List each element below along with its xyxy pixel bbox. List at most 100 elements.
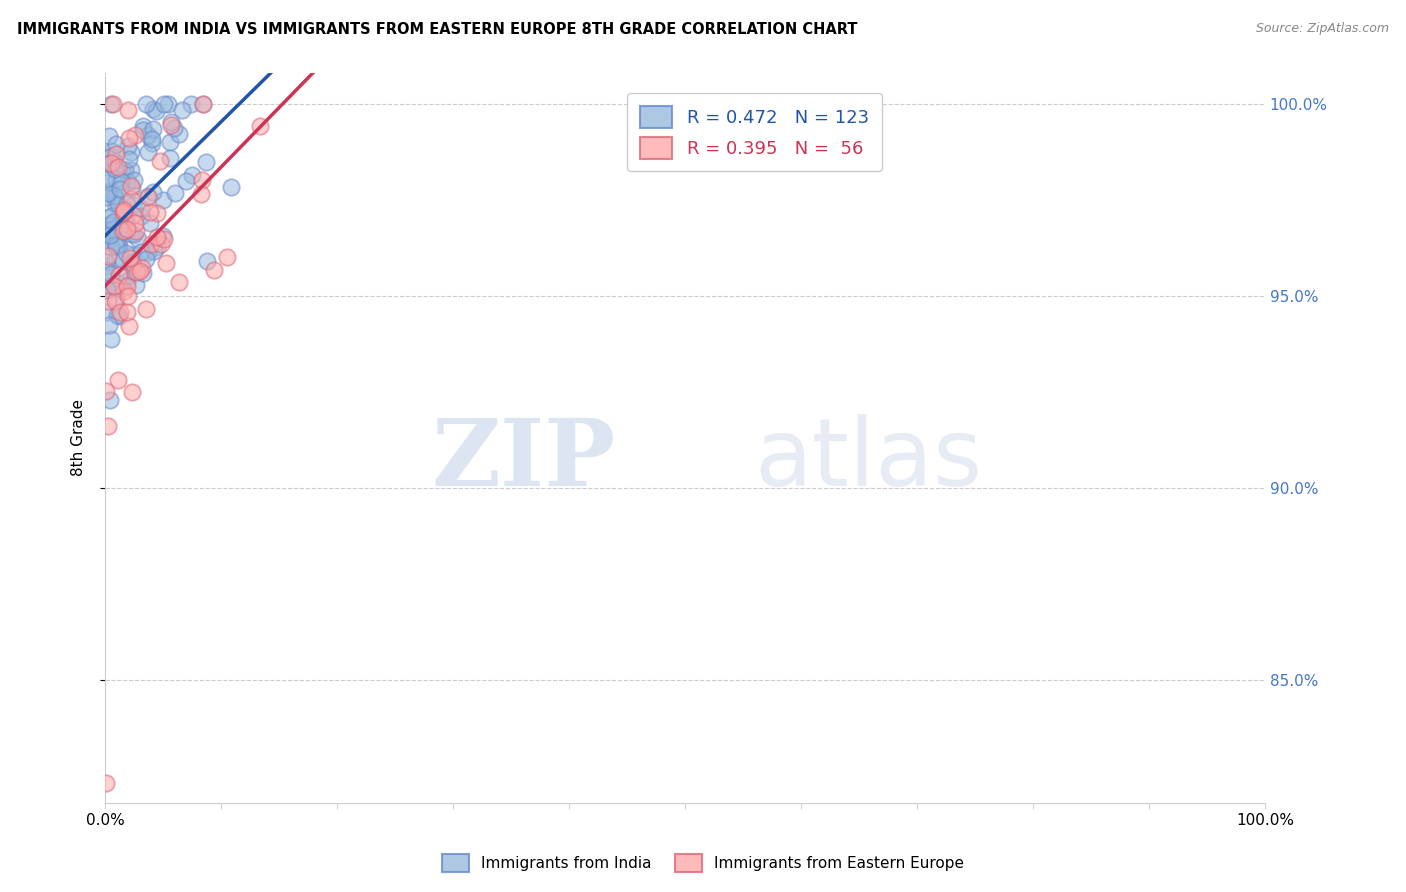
Point [135,252,157,266]
Point [141,237,163,252]
Point [101,144,124,158]
Point [98,393,121,408]
Point [112,211,135,226]
Point [94,171,117,186]
Point [127,265,149,279]
Point [100,267,122,281]
Point [114,162,136,177]
Point [117,175,139,189]
Point [170,103,193,117]
Point [124,128,146,143]
Point [110,174,132,188]
Point [98,211,121,225]
Point [111,162,134,177]
Point [104,279,127,293]
Text: ZIP: ZIP [432,415,616,505]
Point [121,385,143,400]
Text: atlas: atlas [755,414,983,506]
Point [97,128,120,143]
Point [96,305,118,319]
Point [107,268,129,282]
Point [153,232,176,246]
Point [118,131,141,145]
Point [96,281,118,295]
Point [112,224,135,238]
Point [97,418,120,433]
Point [97,294,120,309]
Point [104,291,127,305]
Point [110,304,132,318]
Point [111,204,134,219]
Point [155,256,177,270]
Point [129,210,152,224]
Point [104,281,127,295]
Point [159,135,181,149]
Point [125,278,148,293]
Point [115,305,138,319]
Point [195,154,218,169]
Point [153,96,176,111]
Point [97,175,120,189]
Point [142,102,165,116]
Point [202,263,225,277]
Point [190,186,212,201]
Point [100,240,122,254]
Point [129,245,152,260]
Point [98,218,121,232]
Point [98,232,121,246]
Point [139,205,162,219]
Point [107,197,129,211]
Point [124,173,146,187]
Point [121,227,143,241]
Point [107,373,129,387]
Point [114,224,136,238]
Text: IMMIGRANTS FROM INDIA VS IMMIGRANTS FROM EASTERN EUROPE 8TH GRADE CORRELATION CH: IMMIGRANTS FROM INDIA VS IMMIGRANTS FROM… [17,22,858,37]
Legend: Immigrants from India, Immigrants from Eastern Europe: Immigrants from India, Immigrants from E… [434,846,972,880]
Legend: R = 0.472   N = 123, R = 0.395   N =  56: R = 0.472 N = 123, R = 0.395 N = 56 [627,93,882,171]
Point [163,121,186,136]
Point [107,276,129,290]
Point [104,147,127,161]
Point [97,228,120,243]
Point [160,118,183,132]
Y-axis label: 8th Grade: 8th Grade [72,400,86,476]
Point [128,264,150,278]
Point [191,96,214,111]
Point [114,246,136,260]
Point [94,222,117,236]
Point [112,202,135,217]
Point [145,230,167,244]
Point [105,237,128,252]
Point [96,283,118,297]
Point [96,259,118,273]
Point [124,227,146,241]
Point [132,266,155,280]
Point [117,278,139,293]
Point [94,262,117,277]
Point [141,136,163,150]
Point [101,96,124,111]
Point [120,179,142,194]
Text: Source: ZipAtlas.com: Source: ZipAtlas.com [1256,22,1389,36]
Point [100,209,122,223]
Point [97,318,120,333]
Point [105,137,128,152]
Point [159,115,181,129]
Point [117,103,139,117]
Point [136,145,159,159]
Point [100,96,122,111]
Point [100,332,122,346]
Point [104,293,127,308]
Point [152,229,174,244]
Point [118,319,141,334]
Point [105,308,128,322]
Point [132,123,155,137]
Point [122,208,145,222]
Point [219,179,242,194]
Point [122,257,145,271]
Point [141,132,163,146]
Point [103,279,125,293]
Point [97,186,120,200]
Point [100,156,122,170]
Point [143,244,166,258]
